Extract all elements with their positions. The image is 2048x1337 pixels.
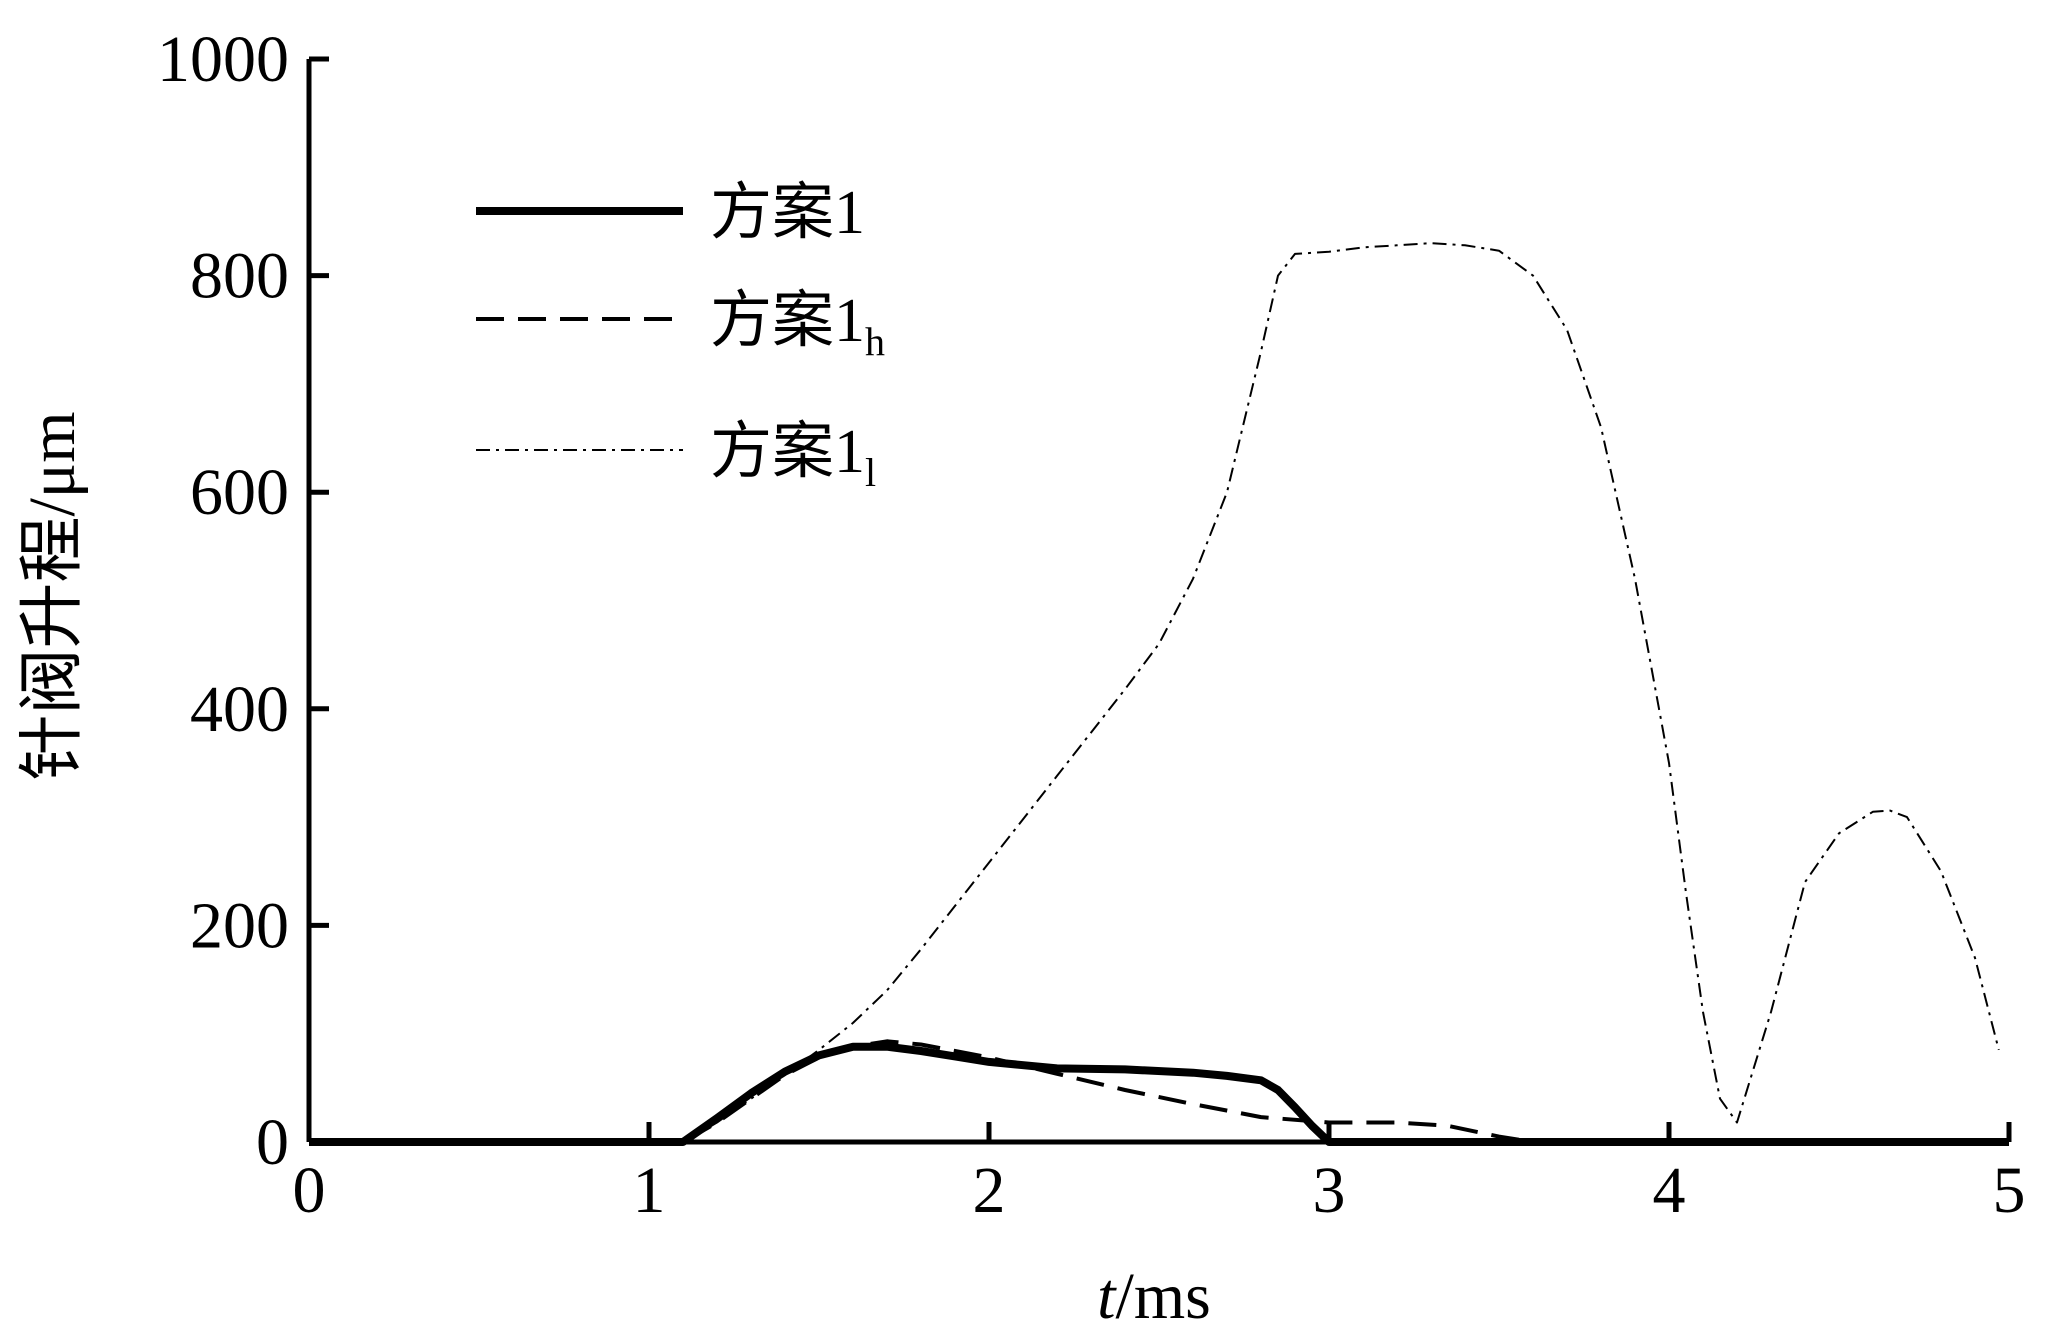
ticks xyxy=(306,56,2012,1145)
plot-lines xyxy=(309,242,2009,1146)
legend-label-subscript: l xyxy=(865,450,876,495)
y-tick-label: 800 xyxy=(190,240,289,313)
legend-label-2: 方案1h xyxy=(710,287,885,364)
x-tick-label: 2 xyxy=(973,1154,1006,1227)
legend-label-1: 方案1 xyxy=(710,179,865,247)
y-tick-label: 1000 xyxy=(157,23,289,96)
x-tick-label: 4 xyxy=(1653,1154,1686,1227)
legend-label-subscript: h xyxy=(865,319,885,364)
series-line-1 xyxy=(309,1042,2009,1146)
y-tick-label: 200 xyxy=(190,889,289,962)
tick-labels: 0 1 2 3 4 5 0 200 400 600 800 1000 xyxy=(157,23,2026,1227)
x-tick-label: 3 xyxy=(1313,1154,1346,1227)
series-line-3 xyxy=(309,242,2000,1143)
x-axis-title: t/ms xyxy=(1097,1260,1211,1333)
y-tick-label: 600 xyxy=(190,456,289,529)
x-tick-label: 0 xyxy=(293,1154,326,1227)
x-axis-title-unit: /ms xyxy=(1115,1260,1210,1333)
axes xyxy=(306,59,2009,1145)
series-line-2 xyxy=(309,1039,2009,1144)
legend-label-3: 方案1l xyxy=(710,418,876,495)
y-tick-label: 0 xyxy=(256,1106,289,1179)
x-axis-title-italic: t xyxy=(1097,1260,1117,1333)
y-tick-label: 400 xyxy=(190,673,289,746)
y-axis-title: 针阀升程/μm xyxy=(16,411,89,780)
x-tick-label: 5 xyxy=(1993,1154,2026,1227)
x-tick-label: 1 xyxy=(633,1154,666,1227)
legend: 方案1 方案1h 方案1l xyxy=(476,179,885,495)
